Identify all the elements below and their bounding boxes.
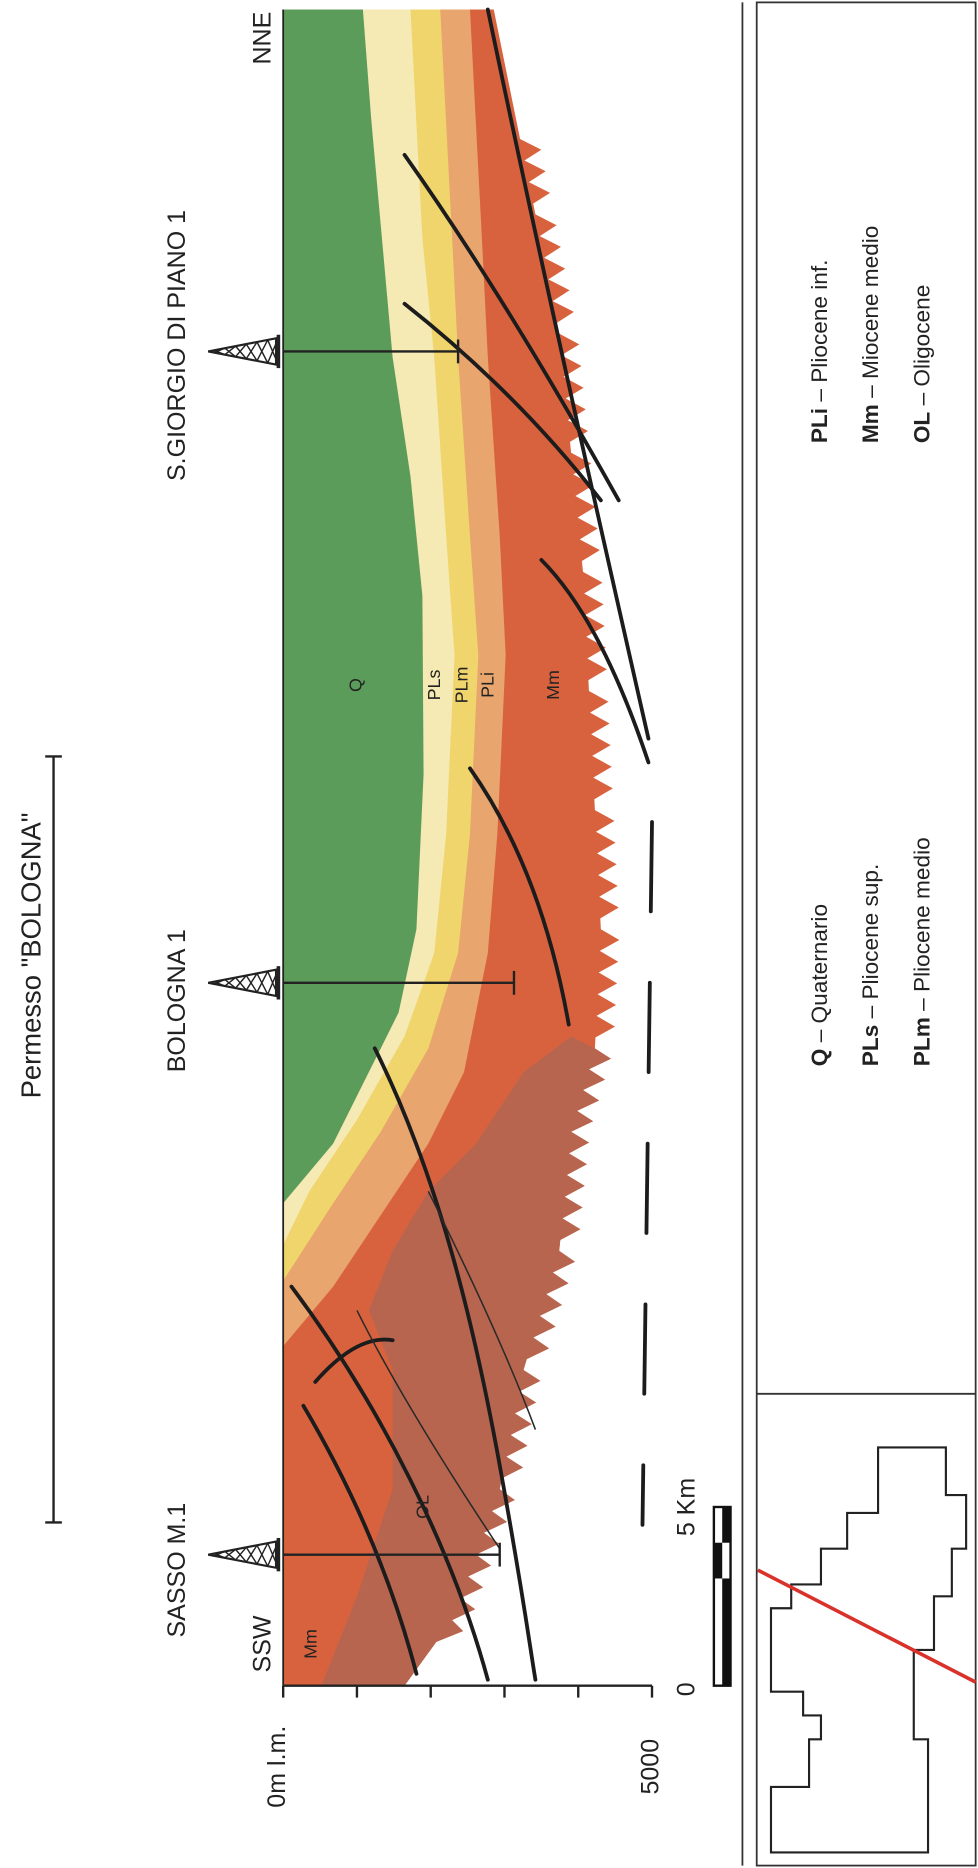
legend-code: PLm <box>909 1017 934 1066</box>
inset-map-outline <box>769 1446 968 1854</box>
fault <box>402 152 621 503</box>
fault-dashed <box>640 820 654 1527</box>
scale-bar-segment <box>713 1542 723 1579</box>
legend-label: – Pliocene medio <box>909 837 934 1011</box>
rig-brace <box>213 347 226 354</box>
legend-label: – Quaternario <box>807 904 832 1042</box>
rig-frame <box>208 968 278 998</box>
well-label: SASSO M.1 <box>163 1503 191 1638</box>
title: Permesso "BOLOGNA" <box>16 812 47 1098</box>
well-label: BOLOGNA 1 <box>163 929 191 1072</box>
rig-icon <box>208 966 281 1000</box>
legend-entry: PLm – Pliocene medio <box>909 837 934 1066</box>
rig-brace <box>224 979 237 989</box>
scale-bar-segment <box>722 1578 731 1686</box>
legend-label: – Oligocene <box>909 285 934 406</box>
rig-brace <box>245 973 258 991</box>
layer-ol <box>321 1036 611 1686</box>
legend-code: Q <box>807 1049 832 1067</box>
rig-brace <box>213 981 226 987</box>
inset-section-line <box>757 1568 977 1684</box>
contact-line <box>427 1190 537 1430</box>
fault <box>468 766 571 1027</box>
figure-body: 0m l.m. 5000 0 5 Km Permesso "BOLOGNA" S… <box>16 1 977 1867</box>
legend-entry: OL – Oligocene <box>909 285 934 443</box>
layer-label: PLi <box>478 672 498 698</box>
legend-label: – Miocene medio <box>858 226 883 398</box>
layer-label: Mm <box>300 1629 320 1659</box>
legend-code: Mm <box>858 404 883 443</box>
well-sasso <box>283 1542 501 1567</box>
fault <box>301 1403 419 1676</box>
fault <box>485 7 651 741</box>
well-label: S.GIORGIO DI PIANO 1 <box>163 210 191 481</box>
legend-label: – Pliocene inf. <box>807 260 832 402</box>
rig-brace <box>245 341 258 360</box>
rig-brace <box>245 1544 258 1563</box>
scale-end: 5 Km <box>672 1478 700 1536</box>
layer-label: PLm <box>452 667 472 704</box>
rig-brace <box>256 1542 269 1565</box>
rig-brace <box>256 341 269 364</box>
legend-entry: Q – Quaternario <box>807 904 832 1066</box>
rig-brace <box>213 978 226 985</box>
direction-label: SSW <box>249 1615 277 1672</box>
rig-icon <box>208 1537 281 1572</box>
layer-label: PLs <box>424 670 444 701</box>
rig-brace <box>213 1552 226 1559</box>
rig-icon <box>208 334 281 369</box>
rig-brace <box>235 1548 247 1563</box>
rig-brace <box>235 343 247 358</box>
legend-code: OL <box>909 412 934 444</box>
rig-frame <box>208 337 278 366</box>
legend-box <box>755 1 977 1867</box>
rig-brace <box>256 971 269 993</box>
fault <box>402 301 603 503</box>
layer-label: Mm <box>543 670 563 700</box>
direction-label: NNE <box>249 12 277 65</box>
legend-label: – Pliocene sup. <box>858 864 883 1019</box>
rig-brace <box>224 1550 237 1561</box>
rig-brace <box>224 345 237 356</box>
legend-entry: PLs – Pliocene sup. <box>858 864 883 1067</box>
legend-code: PLi <box>807 408 832 443</box>
layer-label: Q <box>346 678 366 692</box>
rig-brace <box>213 1550 226 1557</box>
legend-code: PLs <box>858 1025 883 1066</box>
fault <box>539 558 651 765</box>
well-bologna <box>283 970 516 995</box>
rig-brace <box>235 345 247 360</box>
fault <box>372 1046 538 1682</box>
rig-brace <box>256 973 269 995</box>
scale-start: 0 <box>672 1682 700 1696</box>
rig-brace <box>256 339 269 362</box>
rig-brace <box>224 347 237 358</box>
rig-brace <box>235 977 247 991</box>
well-sgiorgio <box>283 339 460 364</box>
scale-bar-segment <box>722 1506 731 1543</box>
legend-entry: Mm – Miocene medio <box>858 226 883 444</box>
depth-bottom-label: 5000 <box>637 1739 665 1795</box>
rig-frame <box>208 1540 278 1570</box>
legend-entry: PLi – Pliocene inf. <box>807 260 832 444</box>
layer-q <box>283 9 424 1204</box>
depth-ticks <box>281 1685 654 1698</box>
rig-brace <box>256 1544 269 1567</box>
fault <box>289 1284 490 1682</box>
rig-brace <box>245 343 258 362</box>
rig-brace <box>213 349 226 356</box>
rig-brace <box>235 1546 247 1561</box>
fault <box>313 1337 395 1384</box>
rig-brace <box>224 1548 237 1559</box>
rig-brace <box>245 975 258 993</box>
depth-top-label: 0m l.m. <box>263 1726 291 1808</box>
rig-brace <box>235 975 247 989</box>
rig-brace <box>224 977 237 987</box>
contact-line <box>356 1310 501 1550</box>
layer-label: OL <box>412 1495 432 1519</box>
rig-brace <box>245 1546 258 1565</box>
rigs <box>208 334 281 1572</box>
